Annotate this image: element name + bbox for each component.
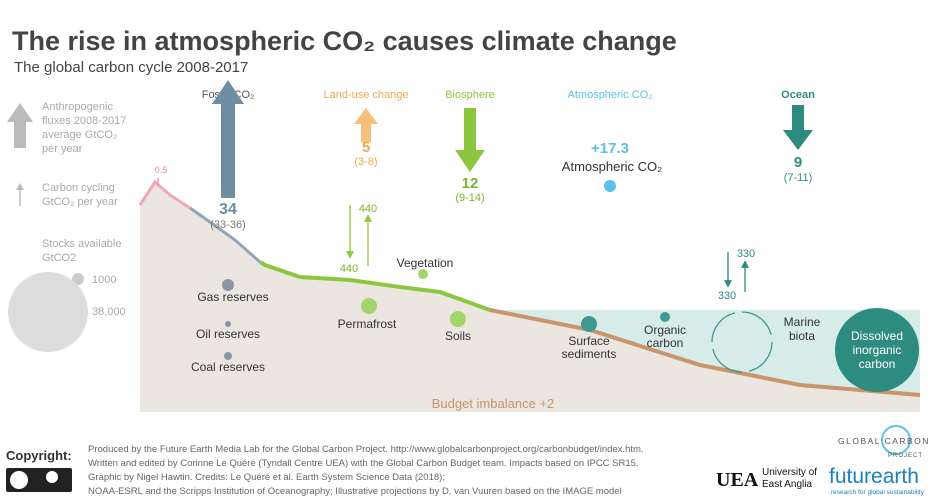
legend-small-stock (72, 273, 84, 285)
title: The rise in atmospheric CO₂ causes clima… (12, 26, 677, 56)
stock-label: Coal reserves (191, 360, 265, 374)
flux-label: Biosphere (445, 89, 495, 101)
legend-text: Carbon cycling (42, 182, 115, 194)
fossil-arrow (212, 80, 244, 198)
peak-line (138, 179, 191, 210)
gcp-logo-text: PROJECT (888, 453, 923, 459)
vegetation-line (258, 260, 491, 312)
uea-logo: UEA (716, 469, 759, 491)
dic-circle (835, 308, 919, 392)
stock-label: biota (789, 329, 815, 343)
credit-line: NOAA-ESRL and the Scripps Institution of… (88, 486, 622, 497)
stock-label: Permafrost (338, 317, 397, 331)
stock-label: Dissolved (851, 329, 903, 343)
credit-line: Graphic by Nigel Hawtin. Credits: Le Qué… (88, 472, 445, 483)
stock-label: carbon (647, 336, 684, 350)
legend-large-stock (8, 272, 88, 352)
flux-label: Land-use change (323, 89, 408, 101)
cycle-value: 440 (359, 203, 377, 215)
credit-line: Written and edited by Corinne Le Quéré (… (88, 458, 639, 469)
flux-range: (9-14) (455, 192, 484, 204)
legend-text: fluxes 2008-2017 (42, 115, 126, 127)
budget-imbalance: Budget imbalance +2 (432, 396, 555, 411)
gcp-logo-text: GLOBAL CARBON (838, 436, 930, 446)
stock-dot (581, 316, 597, 332)
stock-label: Organic (644, 323, 686, 337)
stock-label: inorganic (853, 343, 902, 357)
flux-value: 34 (219, 201, 237, 218)
cycle-value: 440 (340, 263, 358, 275)
stock-label: Soils (445, 329, 471, 343)
legend-text: Stocks available (42, 238, 122, 250)
stock-label: Gas reserves (197, 290, 268, 304)
uea-logo-text: University of (762, 467, 817, 478)
stock-dot (418, 269, 428, 279)
flux-label: Atmospheric CO₂ (568, 89, 653, 101)
copyright: Copyright: (6, 448, 72, 463)
legend-text: GtCO2 (42, 252, 76, 264)
stock-label: Vegetation (397, 256, 454, 270)
legend-text: GtCO₂ per year (42, 196, 118, 208)
legend-flux-arrow (7, 103, 33, 148)
stock-dot (222, 279, 234, 291)
stock-dot (450, 311, 466, 327)
legend-cycle-head (16, 183, 24, 190)
flux-caption: Atmospheric CO₂ (562, 159, 662, 174)
stock-dot (224, 352, 232, 360)
stock-label: carbon (859, 357, 896, 371)
flux-value: +17.3 (591, 140, 629, 157)
cycle-value: 330 (737, 248, 755, 260)
land (140, 182, 920, 412)
fossil-line (189, 206, 261, 264)
stock-dot (660, 312, 670, 322)
subtitle: The global carbon cycle 2008-2017 (14, 59, 248, 76)
stock-label: sediments (562, 347, 617, 361)
legend-text: per year (42, 143, 83, 155)
biosphere-arrow (455, 108, 485, 172)
flux-value: 9 (794, 154, 802, 171)
gcp-logo (881, 425, 911, 455)
atmosphere-dot (604, 180, 616, 192)
futurearth-logo: futurearth (829, 465, 919, 488)
ocean-arrow (783, 105, 813, 150)
futurearth-tagline: research for global sustainability (831, 489, 925, 496)
legend-text: Anthropogenic (42, 101, 113, 113)
legend-text: average GtCO₂ (42, 129, 117, 141)
legend-text: 38,000 (92, 306, 126, 318)
by-icon (46, 471, 58, 483)
landuse-arrow (354, 108, 378, 142)
cycle-loop (711, 311, 773, 373)
seafloor-line (489, 308, 921, 397)
flux-value: 5 (362, 139, 370, 156)
stock-label: Surface (568, 334, 610, 348)
uea-logo-text: East Anglia (762, 479, 812, 490)
stock-dot (361, 298, 377, 314)
credit-line: Produced by the Future Earth Media Lab f… (88, 444, 644, 455)
legend-text: 1000 (92, 274, 116, 286)
stock-dot (225, 321, 231, 327)
flux-label: Ocean (781, 89, 815, 101)
flux-range: (33-36) (210, 219, 245, 231)
flux-range: (3-8) (354, 156, 377, 168)
volcanic-value: 0.5 (155, 165, 168, 175)
flux-range: (7-11) (784, 172, 813, 184)
cycle-value: 330 (718, 290, 736, 302)
stock-label: Oil reserves (196, 327, 260, 341)
cc-icon (10, 471, 28, 489)
stock-label: Marine (784, 315, 821, 329)
flux-value: 12 (462, 175, 479, 192)
